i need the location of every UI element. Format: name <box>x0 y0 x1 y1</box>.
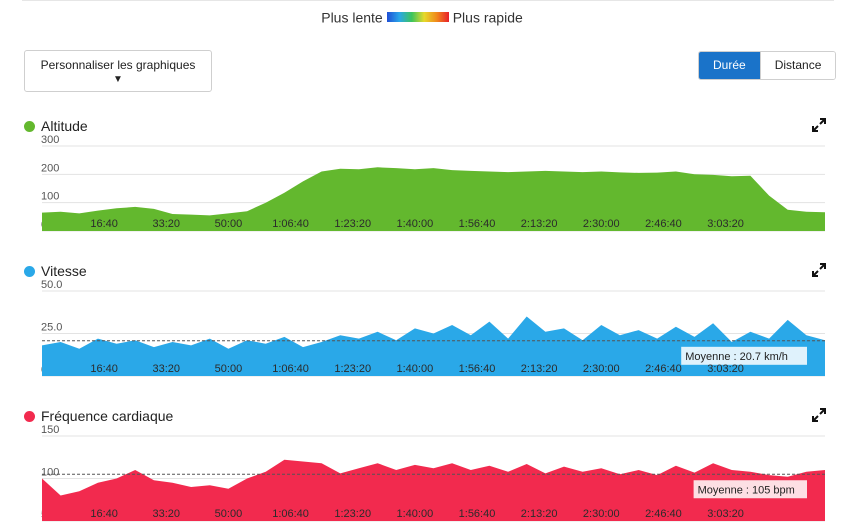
altitude-plot: 300200100016:4033:2050:001:06:401:23:201… <box>41 134 825 232</box>
altitude-x-tick-label: 2:13:20 <box>521 218 558 230</box>
heart-rate-chart-title: Fréquence cardiaque <box>24 408 173 424</box>
toggle-duration[interactable]: Durée <box>699 52 760 79</box>
altitude-y-tick-label: 300 <box>41 134 59 146</box>
speed-x-tick-label: 1:40:00 <box>397 363 434 375</box>
speed-gradient-bar <box>386 12 449 23</box>
altitude-chart: Altitude 300200100016:4033:2050:001:06:4… <box>0 118 844 234</box>
heart-rate-title-text: Fréquence cardiaque <box>41 408 174 424</box>
heart-rate-x-tick-label: 2:30:00 <box>583 508 620 520</box>
altitude-x-tick-label: 1:06:40 <box>272 218 309 230</box>
heart-rate-y-tick-label: 150 <box>41 424 59 436</box>
altitude-legend-dot <box>24 120 35 132</box>
top-divider <box>22 0 834 1</box>
altitude-chart-title: Altitude <box>24 118 88 134</box>
speed-average-label: Moyenne : 20.7 km/h <box>685 351 788 363</box>
heart-rate-x-tick-label: 33:20 <box>153 508 181 520</box>
speed-x-tick-label: 3:03:20 <box>707 363 744 375</box>
speed-x-tick-label: 50:00 <box>215 363 243 375</box>
heart-rate-x-tick-label: 50:00 <box>215 508 243 520</box>
altitude-x-tick-label: 2:46:40 <box>645 218 682 230</box>
heart-rate-x-tick-label: 1:40:00 <box>397 508 434 520</box>
expand-arrows-icon[interactable] <box>812 118 826 132</box>
altitude-x-tick-label: 50:00 <box>215 218 243 230</box>
speed-x-tick-label: 1:23:20 <box>334 363 371 375</box>
heart-rate-plot: 15010050Moyenne : 105 bpm16:4033:2050:00… <box>41 424 825 522</box>
caret-down-icon: ▼ <box>113 74 123 85</box>
speed-x-tick-label: 2:46:40 <box>645 363 682 375</box>
speed-area-series <box>42 316 825 376</box>
heart-rate-x-tick-label: 1:06:40 <box>272 508 309 520</box>
heart-rate-x-tick-label: 3:03:20 <box>707 508 744 520</box>
heart-rate-x-tick-label: 2:46:40 <box>645 508 682 520</box>
altitude-y-tick-label: 200 <box>41 162 59 174</box>
altitude-x-tick-label: 3:03:20 <box>707 218 744 230</box>
speed-legend-slow-label: Plus lente <box>321 9 383 26</box>
altitude-x-tick-label: 33:20 <box>153 218 181 230</box>
heart-rate-y-tick-label: 100 <box>41 467 59 479</box>
heart-rate-area-series <box>42 459 825 521</box>
altitude-x-tick-label: 2:30:00 <box>583 218 620 230</box>
heart-rate-x-tick-label: 1:23:20 <box>334 508 371 520</box>
customize-charts-label: Personnaliser les graphiques <box>40 58 196 72</box>
speed-chart-title: Vitesse <box>24 263 87 279</box>
speed-title-text: Vitesse <box>41 263 87 279</box>
speed-y-tick-label: 50.0 <box>41 279 62 291</box>
speed-color-legend: Plus lente Plus rapide <box>0 8 844 25</box>
expand-arrows-icon[interactable] <box>812 408 826 422</box>
heart-rate-chart: Fréquence cardiaque 15010050Moyenne : 10… <box>0 408 844 529</box>
expand-arrows-icon[interactable] <box>812 263 826 277</box>
speed-x-tick-label: 2:30:00 <box>583 363 620 375</box>
speed-average-label-bg <box>681 346 807 365</box>
heart-rate-x-tick-label: 16:40 <box>90 508 118 520</box>
customize-charts-button[interactable]: Personnaliser les graphiques ▼ <box>24 50 212 92</box>
heart-rate-x-tick-label: 1:56:40 <box>459 508 496 520</box>
speed-x-tick-label: 1:56:40 <box>459 363 496 375</box>
speed-x-tick-label: 1:06:40 <box>272 363 309 375</box>
speed-legend-fast-label: Plus rapide <box>452 9 523 26</box>
duration-distance-toggle[interactable]: Durée Distance <box>698 51 837 80</box>
altitude-x-tick-label: 1:40:00 <box>397 218 434 230</box>
altitude-x-tick-label: 1:23:20 <box>334 218 371 230</box>
toggle-distance[interactable]: Distance <box>759 52 836 79</box>
altitude-y-tick-label: 100 <box>41 191 59 203</box>
speed-x-tick-label: 2:13:20 <box>521 363 558 375</box>
speed-x-tick-label: 33:20 <box>153 363 181 375</box>
heart-rate-x-tick-label: 2:13:20 <box>521 508 558 520</box>
speed-y-tick-label: 25.0 <box>41 322 62 334</box>
heart-rate-legend-dot <box>24 410 35 422</box>
speed-x-tick-label: 16:40 <box>90 363 118 375</box>
altitude-x-tick-label: 1:56:40 <box>459 218 496 230</box>
heart-rate-average-label: Moyenne : 105 bpm <box>698 484 795 496</box>
speed-legend-dot <box>24 265 35 277</box>
altitude-x-tick-label: 16:40 <box>90 218 118 230</box>
altitude-area-series <box>42 167 825 231</box>
heart-rate-average-label-bg <box>693 480 807 499</box>
altitude-title-text: Altitude <box>41 118 88 134</box>
